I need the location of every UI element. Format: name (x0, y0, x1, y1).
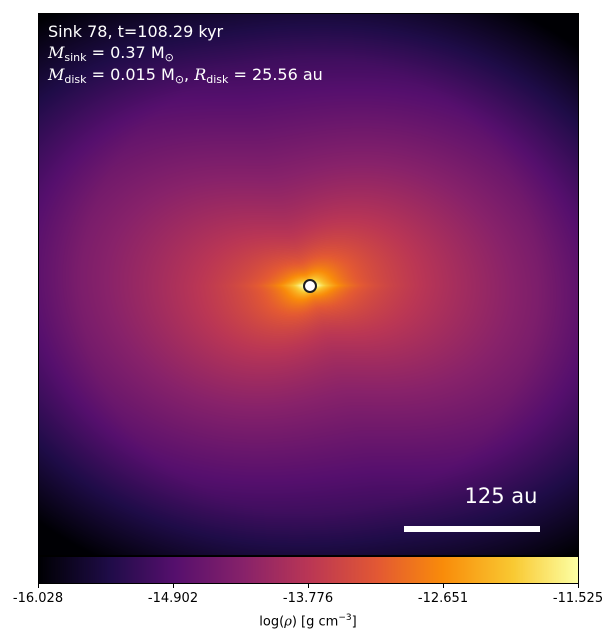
colorbar-tick-label: -11.525 (552, 591, 604, 606)
scale-bar (404, 526, 540, 532)
disk-properties-label: Mdisk = 0.015 M⊙, Rdisk = 25.56 au (48, 65, 323, 86)
colorbar-tick-label: -14.902 (147, 591, 199, 606)
m-symbol: M (48, 43, 65, 62)
disk-subscript: disk (206, 73, 229, 86)
colorbar (38, 556, 579, 584)
r-symbol: R (194, 65, 207, 84)
density-projection-panel: Sink 78, t=108.29 kyr Msink = 0.37 M⊙ Md… (38, 13, 579, 556)
sink-mass-label: Msink = 0.37 M⊙ (48, 43, 174, 68)
colorbar-tick (443, 584, 444, 588)
colorbar-tick (38, 584, 39, 588)
disk-radius-value: = 25.56 au (228, 65, 323, 84)
sink-mass-value: = 0.37 M (86, 43, 165, 62)
sink-title: Sink 78, t=108.29 kyr (48, 22, 224, 41)
disk-subscript: disk (64, 73, 87, 86)
colorbar-tick-label: -12.651 (417, 591, 469, 606)
colorbar-tick (308, 584, 309, 588)
colorbar-label: log(ρ) [g cm−3] (259, 613, 357, 630)
rho-symbol: ρ (284, 614, 292, 630)
disk-mass-value: = 0.015 M (86, 65, 175, 84)
solar-symbol: ⊙ (164, 51, 174, 64)
colorbar-tick-label: -13.776 (282, 591, 334, 606)
colorbar-tick-label: -16.028 (12, 591, 64, 606)
sink-subscript: sink (64, 51, 87, 64)
colorbar-tick (578, 584, 579, 588)
colorbar-tick (173, 584, 174, 588)
solar-symbol: ⊙ (174, 73, 185, 86)
m-symbol: M (48, 65, 65, 84)
sink-marker (303, 279, 317, 293)
scale-bar-label: 125 au (464, 484, 538, 508)
